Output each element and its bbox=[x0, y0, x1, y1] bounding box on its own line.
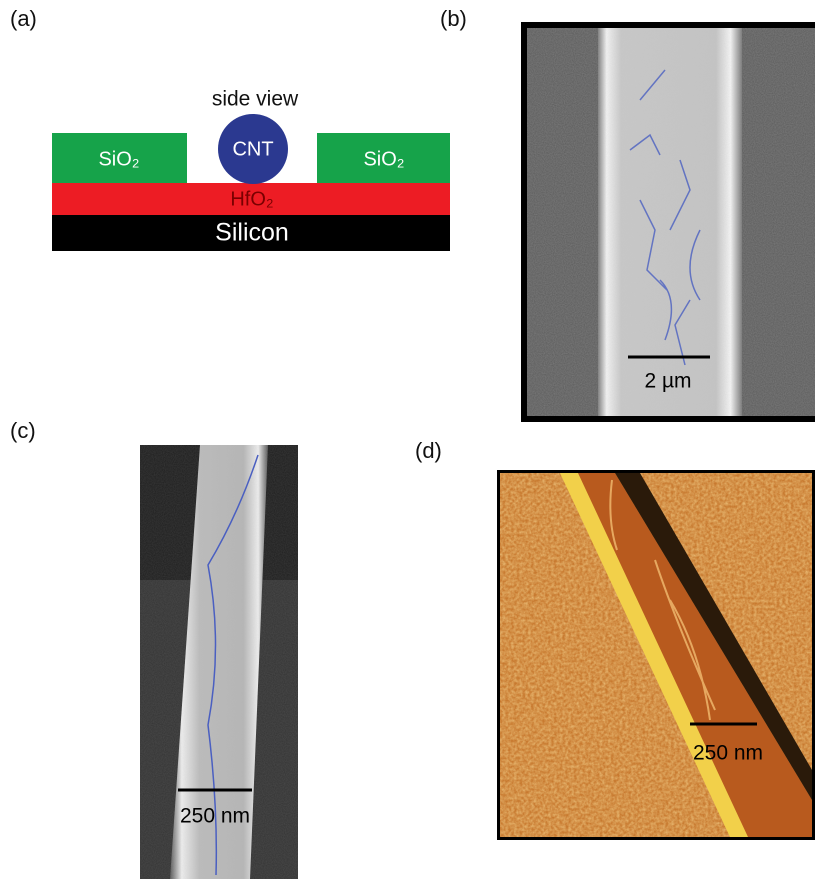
micrograph: 2 µm bbox=[521, 22, 815, 422]
scale-bar-label: 250 nm bbox=[180, 805, 250, 828]
dielectric-label: HfO₂ bbox=[230, 188, 273, 210]
scale-bar-label: 2 µm bbox=[644, 370, 691, 393]
oxide-label: SiO₂ bbox=[363, 148, 404, 170]
caption: side view bbox=[212, 88, 299, 111]
substrate-label: Silicon bbox=[215, 219, 289, 247]
oxide-label: SiO₂ bbox=[98, 148, 139, 170]
panel-label: (b) bbox=[440, 6, 467, 31]
panel-label: (c) bbox=[10, 418, 36, 443]
figure: (a) side view CNT SiO₂ SiO₂ HfO₂ Silicon… bbox=[0, 0, 815, 879]
micrograph: 250 nm bbox=[497, 470, 815, 840]
scale-bar-label: 250 nm bbox=[693, 742, 763, 765]
panel-label: (a) bbox=[10, 6, 37, 31]
panel-label: (d) bbox=[415, 438, 442, 463]
cnt-label: CNT bbox=[232, 138, 273, 160]
micrograph: 250 nm bbox=[140, 445, 298, 879]
